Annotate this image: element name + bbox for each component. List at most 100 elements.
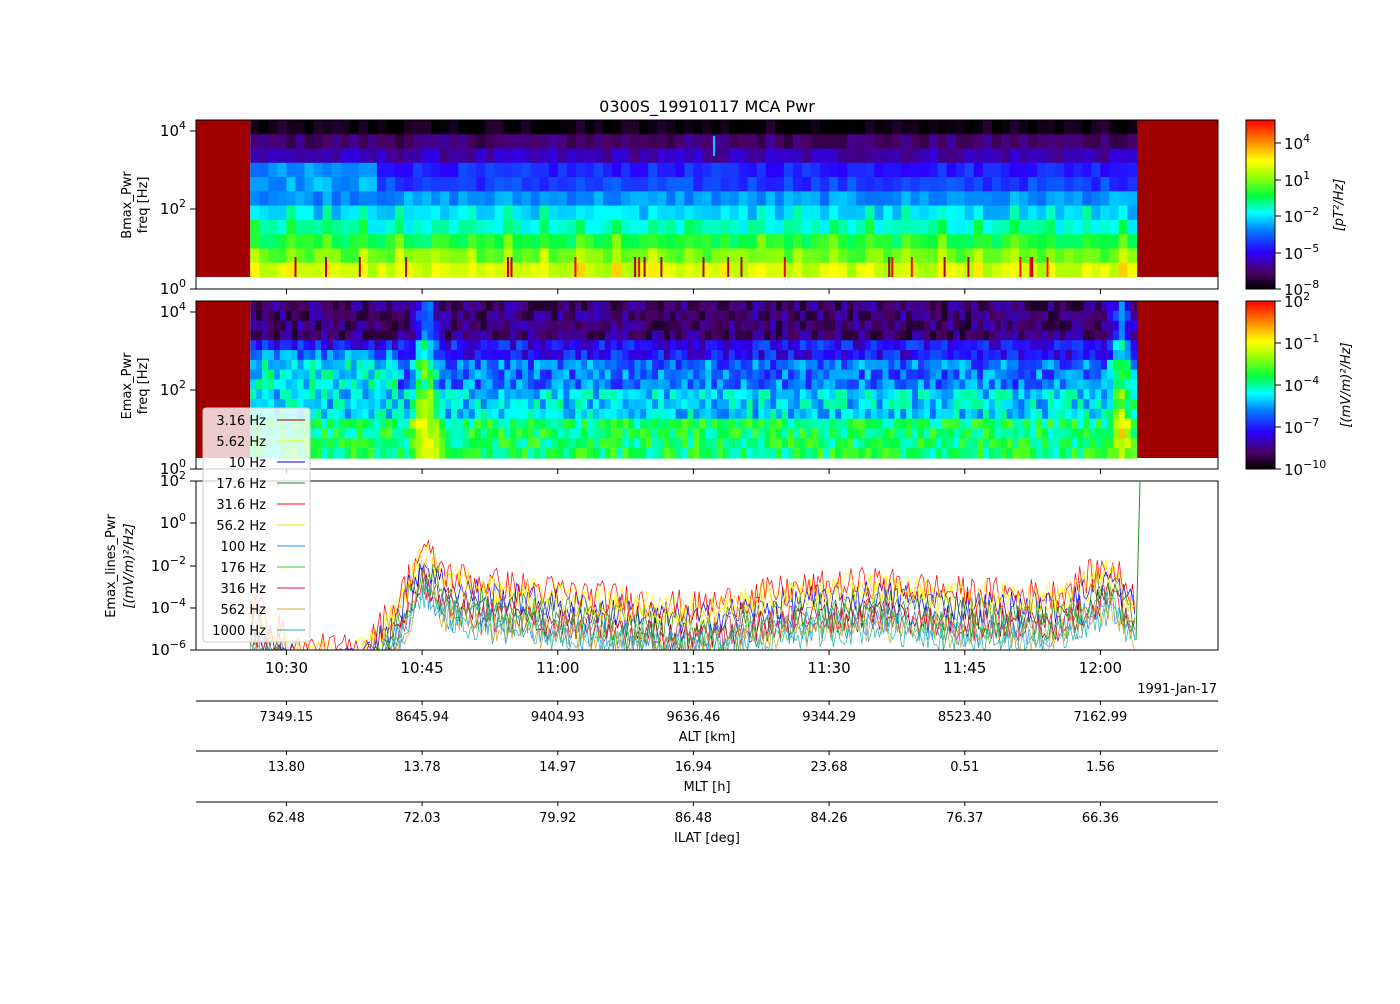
emax-cell [397, 340, 405, 351]
emax-cell [256, 320, 263, 332]
emax-cell [681, 408, 689, 420]
emax-cell [468, 320, 476, 332]
emax-cell [598, 428, 606, 439]
emax-cell [687, 301, 695, 312]
emax-cell [439, 428, 446, 439]
emax-cell [403, 369, 411, 381]
bmax-cell [1000, 205, 1011, 221]
emax-cell [646, 350, 653, 361]
emax-cell [770, 408, 777, 420]
ephemeris-value: 8523.40 [938, 710, 992, 725]
emax-cell [823, 428, 830, 439]
emax-cell [527, 389, 535, 400]
bmax-cell [584, 120, 595, 135]
bmax-cell [1009, 219, 1020, 235]
emax-cell [1065, 418, 1073, 430]
emax-cell [929, 389, 937, 400]
bmax-cell [811, 148, 821, 164]
emax-cell [368, 428, 375, 439]
bmax-cell [756, 120, 767, 135]
emax-cell [279, 340, 287, 351]
emax-cell [776, 448, 783, 459]
emax-cell [787, 389, 795, 400]
bmax-cell [756, 219, 767, 235]
emax-cell [1124, 379, 1132, 390]
emax-cell [356, 389, 364, 400]
emax-cell [397, 359, 405, 371]
emax-cell [1000, 379, 1008, 390]
emax-cell [811, 428, 819, 439]
emax-cell [640, 350, 647, 361]
emax-cell [516, 438, 523, 449]
emax-cell [1112, 330, 1120, 341]
bmax-cell [883, 134, 893, 150]
emax-cell [959, 301, 966, 312]
emax-cell [988, 438, 996, 449]
emax-cell [906, 310, 913, 322]
emax-cell [728, 310, 736, 322]
emax-cell [675, 379, 683, 390]
emax-cell [486, 418, 494, 430]
emax-cell [906, 399, 913, 410]
emax-cell [598, 408, 606, 420]
emax-cell [321, 340, 328, 351]
emax-cell [386, 301, 393, 312]
emax-cell [906, 320, 913, 332]
bmax-cell [765, 177, 776, 192]
emax-cell [912, 359, 919, 371]
bmax-cell [1100, 205, 1111, 221]
emax-cell [681, 320, 689, 332]
emax-cell [628, 408, 635, 420]
emax-cell [262, 350, 269, 361]
bmax-spike [510, 257, 513, 277]
emax-cell [634, 350, 641, 361]
emax-cell [906, 438, 913, 449]
bmax-cell [693, 234, 704, 250]
ephemeris-value: 1.56 [1086, 760, 1115, 775]
emax-cell [344, 399, 352, 410]
emax-cell [1095, 320, 1102, 332]
emax-cell [953, 438, 960, 449]
emax-cell [1018, 330, 1025, 341]
emax-cell [717, 310, 724, 322]
bmax-cell [259, 148, 269, 164]
bmax-cell [720, 234, 731, 250]
bmax-cell [865, 191, 875, 207]
bmax-cell [612, 148, 622, 164]
emax-cell [297, 330, 305, 341]
bmax-cell [539, 248, 550, 264]
bmax-cell [1028, 162, 1038, 178]
emax-cell [852, 438, 860, 449]
emax-cell [912, 310, 919, 322]
emax-cell [912, 428, 919, 439]
emax-cell [327, 340, 334, 351]
emax-cell [722, 389, 730, 400]
emax-cell [752, 320, 760, 332]
bmax-cell [919, 191, 930, 207]
emax-cell [1036, 330, 1043, 341]
bmax-cell [702, 205, 713, 221]
emax-cell [492, 379, 500, 390]
emax-cell [575, 448, 582, 459]
emax-cell [888, 310, 895, 322]
bmax-cell [847, 205, 857, 221]
emax-cell [663, 389, 671, 400]
emax-cell [823, 408, 830, 420]
emax-cell [563, 379, 570, 390]
emax-cell [746, 448, 754, 459]
emax-cell [799, 310, 807, 322]
emax-cell [551, 330, 559, 341]
emax-cell [1000, 448, 1008, 459]
emax-cell [634, 389, 641, 400]
ephemeris-value: 0.51 [950, 760, 979, 775]
emax-cell [894, 428, 901, 439]
emax-cell [982, 428, 990, 439]
emax-cell [640, 399, 647, 410]
emax-colorbar-gradient [1245, 300, 1276, 470]
bmax-cell [602, 219, 613, 235]
emax-cell [439, 330, 446, 341]
emax-cell [888, 399, 895, 410]
emax-cell [829, 350, 836, 361]
bmax-cell [612, 191, 622, 207]
emax-cell [746, 350, 754, 361]
